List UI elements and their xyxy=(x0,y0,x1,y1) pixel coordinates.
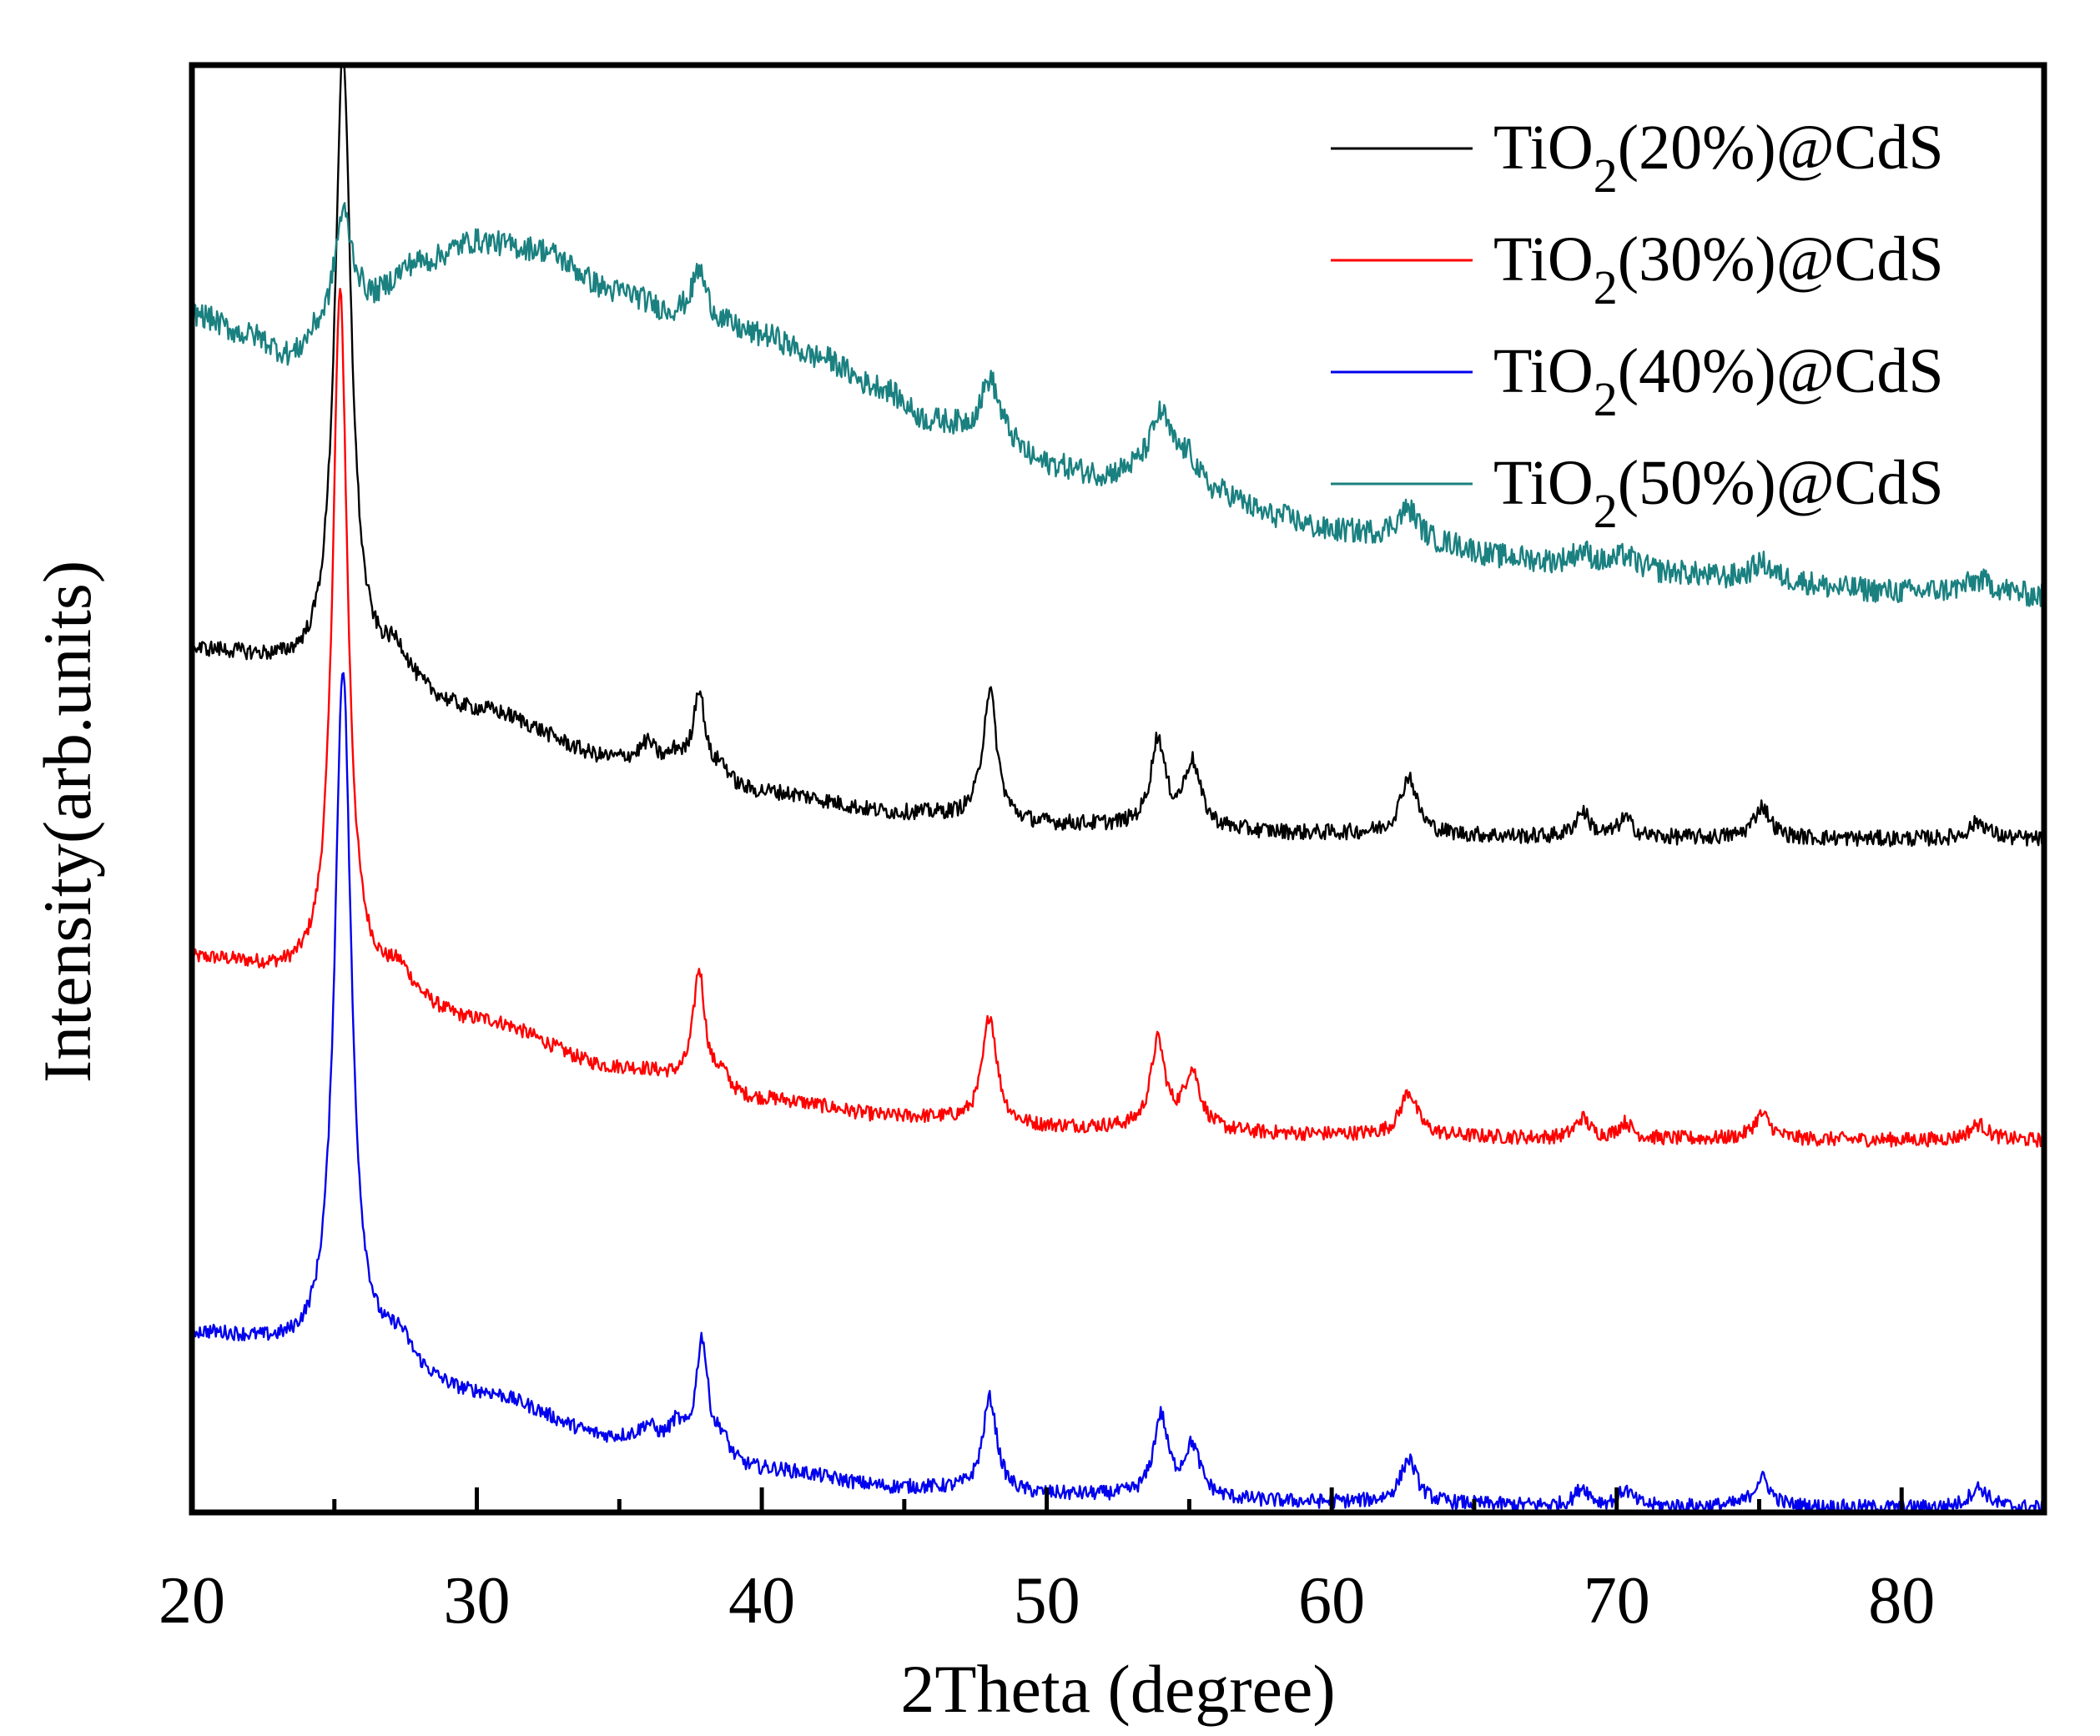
x-tick-label: 60 xyxy=(1298,1564,1365,1638)
x-tick-label: 80 xyxy=(1868,1564,1935,1638)
series-line-4 xyxy=(192,202,2044,607)
x-tick-label: 40 xyxy=(728,1564,795,1638)
legend-label-2: TiO2(30%)@CdS xyxy=(1493,224,1944,314)
x-axis: 20 30 40 50 60 70 80 xyxy=(159,1487,2047,1638)
y-axis-title: Intensity(arb.units) xyxy=(29,561,105,1083)
x-tick-label: 20 xyxy=(159,1564,225,1638)
x-axis-title: 2Theta (degree) xyxy=(900,1651,1335,1727)
x-tick-label: 50 xyxy=(1014,1564,1080,1638)
legend-suffix: (40%)@CdS xyxy=(1618,336,1944,406)
legend-prefix: TiO xyxy=(1493,113,1594,183)
legend-prefix: TiO xyxy=(1493,448,1594,518)
legend-label-3: TiO2(40%)@CdS xyxy=(1493,336,1944,426)
legend-subscript: 2 xyxy=(1594,372,1618,426)
legend-prefix: TiO xyxy=(1493,336,1594,406)
series-line-1 xyxy=(192,65,2044,848)
plot-frame xyxy=(189,62,2047,1516)
legend-subscript: 2 xyxy=(1594,148,1618,203)
x-tick-label: 30 xyxy=(444,1564,511,1638)
legend-label-4: TiO2(50%)@CdS xyxy=(1493,448,1944,538)
legend: TiO2(20%)@CdSTiO2(30%)@CdSTiO2(40%)@CdST… xyxy=(1331,113,1944,538)
series-line-3 xyxy=(192,672,2044,1512)
legend-suffix: (50%)@CdS xyxy=(1618,448,1944,518)
legend-suffix: (30%)@CdS xyxy=(1618,224,1944,294)
x-tick-label: 70 xyxy=(1584,1564,1650,1638)
legend-subscript: 2 xyxy=(1594,484,1618,538)
series-layer xyxy=(192,65,2044,1512)
series-line-2 xyxy=(192,288,2044,1148)
legend-label-1: TiO2(20%)@CdS xyxy=(1493,113,1944,203)
legend-suffix: (20%)@CdS xyxy=(1618,113,1944,183)
legend-prefix: TiO xyxy=(1493,224,1594,294)
legend-subscript: 2 xyxy=(1594,260,1618,314)
